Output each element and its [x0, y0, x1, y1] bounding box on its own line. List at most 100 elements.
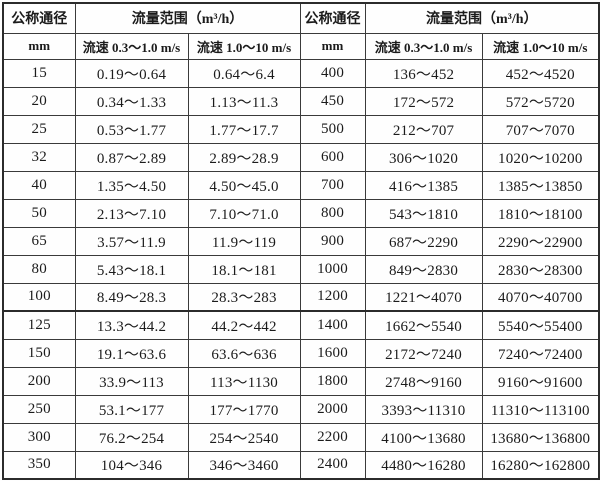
- flow-range-cell: 1221～4070: [364, 282, 483, 312]
- flow-range-cell: 13.3～44.2: [74, 310, 189, 340]
- diameter-cell: 200: [2, 366, 76, 396]
- flow-range-cell: 2.13～7.10: [74, 198, 189, 228]
- table-row: 40 1.35～4.50 4.50～45.0 700 416～1385 1385～1385…: [2, 170, 600, 200]
- flow-range-cell: 2.89～28.9: [187, 142, 301, 172]
- diameter-cell: 2200: [299, 422, 366, 452]
- diameter-cell: 125: [2, 310, 76, 340]
- header-low-speed-left: 流速 0.3～1.0 m/s: [74, 32, 189, 60]
- flow-range-cell: 11.9～119: [187, 226, 301, 256]
- diameter-cell: 50: [2, 198, 76, 228]
- flow-range-cell: 136～452: [364, 58, 483, 88]
- diameter-cell: 2400: [299, 450, 366, 480]
- flow-range-cell: 7240～72400: [481, 338, 600, 368]
- diameter-cell: 100: [2, 282, 76, 312]
- header-diameter-left: 公称通径: [2, 2, 76, 34]
- flow-range-cell: 1810～18100: [481, 198, 600, 228]
- flow-range-cell: 0.64～6.4: [187, 58, 301, 88]
- flow-range-cell: 172～572: [364, 86, 483, 116]
- flow-range-cell: 1020～10200: [481, 142, 600, 172]
- flow-range-cell: 11310～113100: [481, 394, 600, 424]
- diameter-cell: 25: [2, 114, 76, 144]
- flow-range-cell: 1.13～11.3: [187, 86, 301, 116]
- flow-range-cell: 1662～5540: [364, 310, 483, 340]
- flow-range-cell: 1.35～4.50: [74, 170, 189, 200]
- diameter-cell: 20: [2, 86, 76, 116]
- flow-range-cell: 4100～13680: [364, 422, 483, 452]
- diameter-cell: 15: [2, 58, 76, 88]
- header-flow-range-right: 流量范围（m³/h）: [364, 2, 600, 34]
- header-unit-right: mm: [299, 32, 366, 60]
- header-unit-left: mm: [2, 32, 76, 60]
- flow-range-cell: 2748～9160: [364, 366, 483, 396]
- flow-range-cell: 4480～16280: [364, 450, 483, 480]
- diameter-cell: 40: [2, 170, 76, 200]
- flow-range-cell: 113～1130: [187, 366, 301, 396]
- diameter-cell: 500: [299, 114, 366, 144]
- flow-range-cell: 2172～7240: [364, 338, 483, 368]
- table-row: 15 0.19～0.64 0.64～6.4 400 136～452 452～4520: [2, 58, 600, 88]
- flow-range-cell: 572～5720: [481, 86, 600, 116]
- flow-range-cell: 16280～162800: [481, 450, 600, 480]
- table-row: 80 5.43～18.1 18.1～181 1000 849～2830 2830～2830…: [2, 254, 600, 284]
- diameter-cell: 65: [2, 226, 76, 256]
- diameter-cell: 600: [299, 142, 366, 172]
- flow-range-cell: 4.50～45.0: [187, 170, 301, 200]
- flow-range-cell: 13680～136800: [481, 422, 600, 452]
- flow-range-cell: 0.87～2.89: [74, 142, 189, 172]
- flow-range-cell: 33.9～113: [74, 366, 189, 396]
- header-high-speed-left: 流速 1.0～10 m/s: [187, 32, 301, 60]
- flow-range-cell: 53.1～177: [74, 394, 189, 424]
- diameter-cell: 1800: [299, 366, 366, 396]
- header-flow-range-left: 流量范围（m³/h）: [74, 2, 301, 34]
- flow-range-cell: 5.43～18.1: [74, 254, 189, 284]
- diameter-cell: 1000: [299, 254, 366, 284]
- flow-range-cell: 0.34～1.33: [74, 86, 189, 116]
- flow-range-cell: 0.53～1.77: [74, 114, 189, 144]
- flow-range-cell: 5540～55400: [481, 310, 600, 340]
- diameter-cell: 300: [2, 422, 76, 452]
- flow-range-cell: 416～1385: [364, 170, 483, 200]
- flow-range-cell: 0.19～0.64: [74, 58, 189, 88]
- flow-range-cell: 4070～40700: [481, 282, 600, 312]
- diameter-cell: 1200: [299, 282, 366, 312]
- table-row: 200 33.9～113 113～1130 1800 2748～9160 9160～916…: [2, 366, 600, 396]
- diameter-cell: 450: [299, 86, 366, 116]
- flow-range-cell: 452～4520: [481, 58, 600, 88]
- flow-range-cell: 44.2～442: [187, 310, 301, 340]
- header-high-speed-right: 流速 1.0～10 m/s: [481, 32, 600, 60]
- table-row: 350 104～346 346～3460 2400 4480～16280 16280～16…: [2, 450, 600, 480]
- flow-range-cell: 7.10～71.0: [187, 198, 301, 228]
- flow-range-cell: 2830～28300: [481, 254, 600, 284]
- flow-range-cell: 687～2290: [364, 226, 483, 256]
- flow-range-cell: 2290～22900: [481, 226, 600, 256]
- header-low-speed-right: 流速 0.3～1.0 m/s: [364, 32, 483, 60]
- flow-range-cell: 104～346: [74, 450, 189, 480]
- diameter-cell: 1600: [299, 338, 366, 368]
- flow-range-cell: 9160～91600: [481, 366, 600, 396]
- diameter-cell: 1400: [299, 310, 366, 340]
- flow-range-cell: 1385～13850: [481, 170, 600, 200]
- table-row: 32 0.87～2.89 2.89～28.9 600 306～1020 1020～1020…: [2, 142, 600, 172]
- header-diameter-right: 公称通径: [299, 2, 366, 34]
- diameter-cell: 900: [299, 226, 366, 256]
- table-row: 100 8.49～28.3 28.3～283 1200 1221～4070 4070～40…: [2, 282, 600, 312]
- diameter-cell: 80: [2, 254, 76, 284]
- flow-range-cell: 18.1～181: [187, 254, 301, 284]
- table-body: 15 0.19～0.64 0.64～6.4 400 136～452 452～4520 20 0…: [2, 58, 600, 480]
- flow-range-cell: 306～1020: [364, 142, 483, 172]
- flow-range-cell: 1.77～17.7: [187, 114, 301, 144]
- table-row: 25 0.53～1.77 1.77～17.7 500 212～707 707～7070: [2, 114, 600, 144]
- flow-range-cell: 849～2830: [364, 254, 483, 284]
- flow-range-cell: 8.49～28.3: [74, 282, 189, 312]
- flow-range-cell: 254～2540: [187, 422, 301, 452]
- header-row-1: 公称通径 流量范围（m³/h） 公称通径 流量范围（m³/h）: [2, 2, 600, 34]
- flow-range-cell: 28.3～283: [187, 282, 301, 312]
- diameter-cell: 800: [299, 198, 366, 228]
- table-row: 20 0.34～1.33 1.13～11.3 450 172～572 572～5720: [2, 86, 600, 116]
- table-header: 公称通径 流量范围（m³/h） 公称通径 流量范围（m³/h） mm 流速 0.…: [2, 2, 600, 60]
- flow-range-cell: 177～1770: [187, 394, 301, 424]
- header-row-2: mm 流速 0.3～1.0 m/s 流速 1.0～10 m/s mm 流速 0.…: [2, 32, 600, 60]
- flow-range-cell: 212～707: [364, 114, 483, 144]
- diameter-cell: 150: [2, 338, 76, 368]
